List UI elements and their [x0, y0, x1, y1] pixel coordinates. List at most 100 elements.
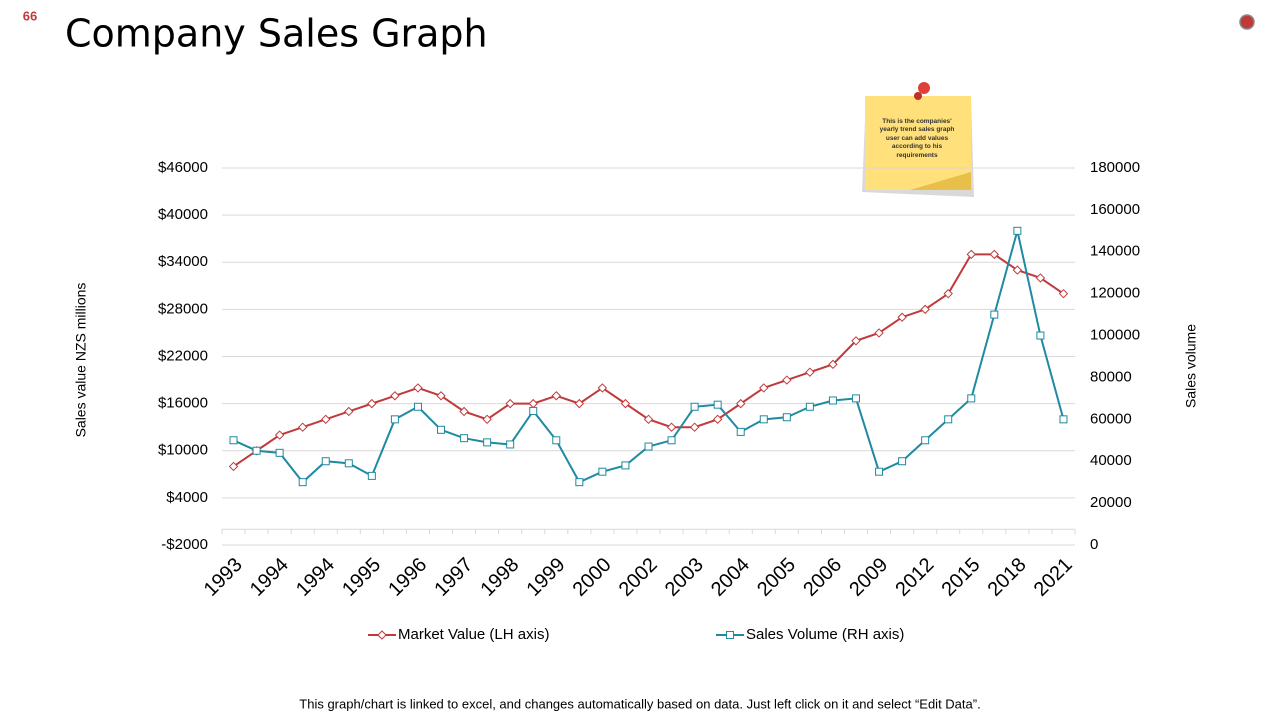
marker — [297, 422, 308, 432]
marker — [274, 430, 285, 440]
x-tick-label: 2015 — [938, 554, 985, 601]
marker — [967, 394, 976, 403]
x-tick-label: 1993 — [200, 554, 247, 601]
marker — [851, 394, 860, 403]
legend-label: Market Value (LH axis) — [398, 626, 549, 643]
marker — [643, 414, 654, 425]
x-tick-label: 1998 — [476, 554, 523, 601]
marker — [413, 383, 423, 393]
icon — [1239, 14, 1255, 30]
note-fold — [910, 172, 971, 190]
marker — [1036, 331, 1045, 340]
marker — [344, 459, 353, 468]
sticky-note — [862, 82, 974, 197]
marker — [482, 414, 492, 425]
note-text: This is the companies' yearly trend sale… — [879, 118, 955, 159]
marker — [851, 336, 861, 346]
marker — [575, 478, 584, 487]
marker — [574, 398, 585, 409]
marker — [713, 400, 722, 409]
marker — [460, 434, 469, 443]
marker — [943, 288, 953, 299]
pin — [918, 82, 930, 94]
marker — [275, 448, 284, 457]
x-tick-label: 1996 — [384, 554, 431, 601]
marker — [989, 249, 1000, 260]
marker — [229, 436, 238, 445]
marker — [990, 310, 999, 319]
marker — [736, 427, 745, 436]
y-tick-label: -$2000 — [161, 536, 208, 553]
x-tick-label: 2006 — [799, 554, 846, 601]
marker — [726, 631, 734, 639]
marker — [874, 328, 884, 338]
x-tick-label: 1999 — [523, 554, 570, 601]
marker — [759, 383, 769, 393]
marker — [367, 398, 377, 409]
y2-tick-label: 20000 — [1090, 494, 1132, 511]
marker — [782, 375, 792, 385]
marker — [666, 422, 677, 432]
y2-tick-label: 160000 — [1090, 201, 1140, 218]
y-tick-label: $34000 — [158, 253, 208, 270]
x-tick-label: 2002 — [615, 554, 662, 601]
y-axis-title: Sales value NZS millions — [73, 283, 89, 438]
marker — [759, 415, 768, 424]
y-tick-label: $28000 — [158, 300, 208, 317]
marker — [597, 383, 608, 393]
marker — [551, 391, 561, 401]
marker — [506, 440, 515, 449]
marker — [1058, 288, 1069, 299]
marker — [828, 359, 838, 370]
marker — [377, 630, 387, 640]
marker — [552, 436, 561, 445]
marker — [483, 438, 492, 447]
y-tick-label: $46000 — [158, 159, 208, 176]
slide-number: 66 — [23, 8, 37, 23]
x-tick-label: 1995 — [338, 554, 385, 601]
footer: This graph/chart is linked to excel, and… — [299, 696, 980, 711]
y-tick-label: $10000 — [158, 442, 208, 459]
x-tick-label: 2018 — [984, 554, 1031, 601]
marker — [921, 436, 930, 445]
x-tick-label: 2005 — [753, 554, 800, 601]
marker — [598, 467, 607, 476]
marker — [344, 406, 354, 417]
y2-tick-label: 0 — [1090, 536, 1098, 553]
marker — [920, 304, 930, 315]
marker — [805, 367, 815, 377]
chart-title: Company Sales Graph — [65, 12, 488, 56]
marker — [437, 425, 446, 434]
x-tick-label: 2021 — [1030, 554, 1077, 601]
marker — [529, 406, 538, 415]
marker — [321, 414, 331, 425]
y2-tick-label: 120000 — [1090, 285, 1140, 302]
y-tick-label: $40000 — [158, 206, 208, 223]
marker — [1035, 273, 1046, 283]
marker — [436, 391, 446, 401]
marker — [898, 457, 907, 466]
x-tick-label: 1997 — [430, 554, 477, 601]
marker — [298, 478, 307, 487]
marker — [1012, 265, 1023, 275]
marker — [321, 457, 330, 466]
y2-tick-label: 180000 — [1090, 159, 1140, 176]
marker — [966, 249, 976, 260]
marker — [644, 442, 653, 451]
marker — [944, 415, 953, 424]
marker — [897, 312, 907, 322]
marker — [828, 396, 837, 405]
x-tick-label: 2003 — [661, 554, 708, 601]
marker — [875, 467, 884, 476]
marker — [413, 402, 422, 411]
series-line — [232, 253, 1065, 468]
marker — [805, 402, 814, 411]
marker — [228, 461, 239, 472]
marker — [528, 398, 538, 409]
y-tick-label: $4000 — [166, 489, 208, 506]
y-tick-label: $22000 — [158, 347, 208, 364]
y2-tick-label: 80000 — [1090, 368, 1132, 385]
marker — [505, 398, 515, 409]
